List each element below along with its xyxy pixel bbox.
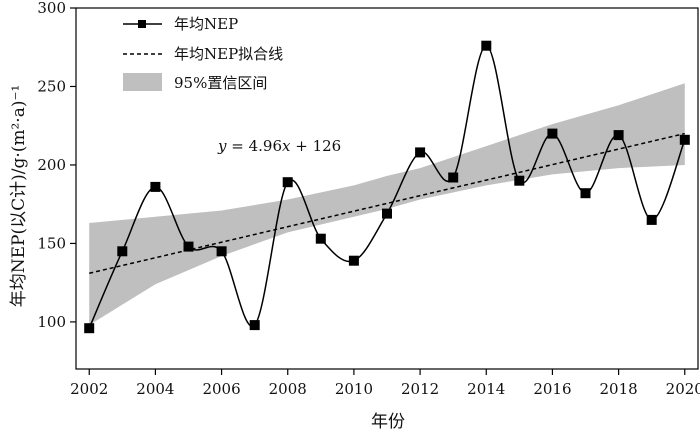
- nep-point-2015: [514, 175, 525, 186]
- y-axis-title: 年均NEP(以C计)/g·(m²·a)⁻¹: [9, 85, 29, 308]
- nep-point-2012: [415, 147, 426, 158]
- x-tick-label-2006: 2006: [202, 380, 240, 398]
- nep-point-2014: [481, 40, 492, 51]
- y-tick-label-100: 100: [37, 313, 66, 331]
- y-tick-label-200: 200: [37, 156, 66, 174]
- x-tick-label-2014: 2014: [467, 380, 505, 398]
- confidence-band-layer: [89, 83, 685, 326]
- nep-point-2009: [315, 233, 326, 244]
- x-tick-label-2016: 2016: [533, 380, 571, 398]
- nep-point-2011: [382, 208, 392, 219]
- x-tick-label-2020: 2020: [666, 380, 700, 398]
- x-tick-label-2008: 2008: [269, 380, 307, 398]
- y-tick-label-150: 150: [37, 234, 66, 252]
- nep-point-2006: [216, 246, 227, 257]
- nep-point-2005: [183, 241, 194, 252]
- x-tick-label-2010: 2010: [335, 380, 373, 398]
- legend: 年均NEP 年均NEP拟合线 95%置信区间: [123, 15, 283, 92]
- nep-point-2017: [580, 188, 591, 199]
- equation: y = 4.96x + 126: [217, 137, 341, 155]
- nep-point-2019: [646, 214, 657, 225]
- x-tick-label-2012: 2012: [401, 380, 439, 398]
- x-axis-title: 年份: [371, 412, 405, 432]
- nep-point-2007: [249, 320, 260, 331]
- nep-point-2016: [547, 128, 558, 139]
- legend-label-band: 95%置信区间: [174, 74, 267, 92]
- nep-point-2003: [117, 246, 128, 257]
- nep-point-2002: [84, 323, 95, 334]
- legend-label-fit: 年均NEP拟合线: [174, 45, 283, 63]
- plot-frame: [75, 7, 699, 370]
- confidence-band: [89, 83, 685, 326]
- legend-band-swatch: [123, 73, 162, 91]
- nep-point-2020: [679, 134, 690, 145]
- y-tick-label-250: 250: [37, 77, 66, 95]
- nep-point-2018: [613, 130, 624, 141]
- nep-line-layer: [84, 40, 690, 334]
- x-tick-label-2018: 2018: [600, 380, 638, 398]
- legend-label-nep: 年均NEP: [174, 15, 238, 33]
- axes-layer: 2002 2004 2006 2008 2010 2012 2014 2016 2018 2020…: [37, 0, 700, 398]
- nep-point-2004: [150, 181, 161, 192]
- nep-point-2008: [282, 177, 293, 188]
- nep-point-2013: [448, 172, 459, 183]
- x-tick-label-2002: 2002: [70, 380, 108, 398]
- legend-square-marker: [138, 20, 146, 28]
- y-tick-label-300: 300: [37, 0, 66, 17]
- x-tick-label-2004: 2004: [136, 380, 174, 398]
- nep-point-2010: [348, 255, 359, 266]
